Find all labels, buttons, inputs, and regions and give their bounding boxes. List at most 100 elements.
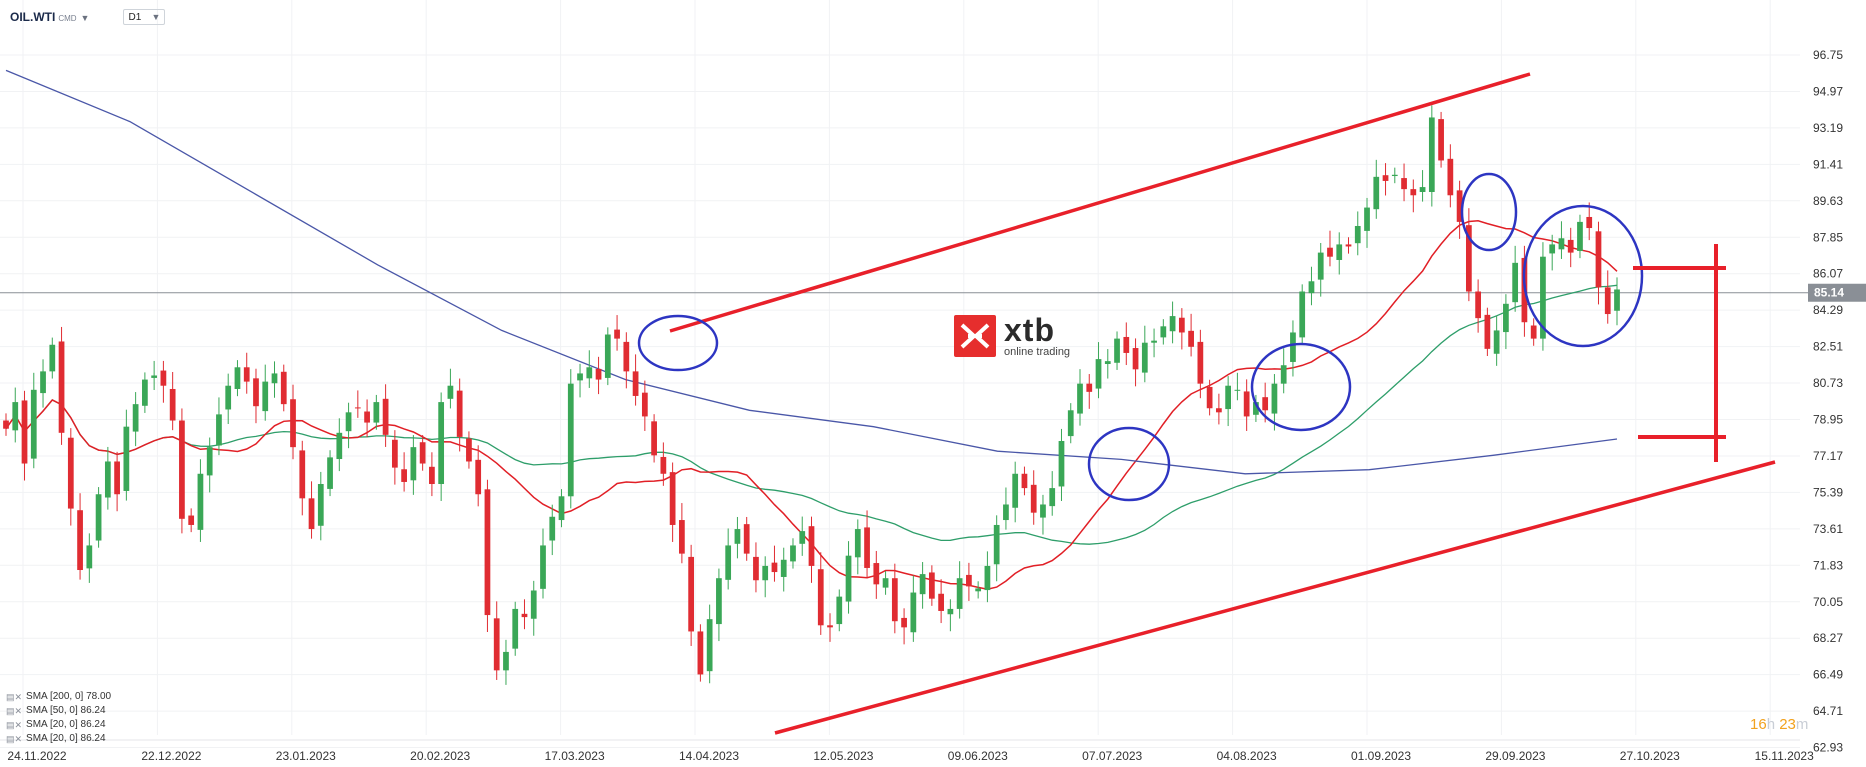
candle-body xyxy=(1493,330,1500,354)
y-tick-label: 96.75 xyxy=(1813,48,1843,62)
candle-body xyxy=(1327,247,1333,257)
candle-body xyxy=(530,590,537,619)
candle-body xyxy=(132,404,139,432)
candle-body xyxy=(1447,158,1454,196)
candle-body xyxy=(391,439,398,468)
candle-body xyxy=(1178,317,1185,333)
candle-body xyxy=(1308,281,1315,294)
candle-body xyxy=(975,588,982,592)
candle-body xyxy=(1280,365,1287,384)
symbol-type: CMD xyxy=(58,14,77,23)
candle-body xyxy=(1262,397,1269,411)
candle-body xyxy=(901,617,907,628)
candle-body xyxy=(234,367,241,389)
candle-body xyxy=(410,447,417,481)
candle-body xyxy=(373,402,380,423)
settings-icon[interactable]: ▤✕ xyxy=(6,734,23,744)
settings-icon[interactable]: ▤✕ xyxy=(6,720,23,730)
candle-body xyxy=(493,618,500,671)
logo-name: xtb xyxy=(1004,312,1055,348)
x-tick-label: 24.11.2022 xyxy=(7,749,66,763)
y-tick-label: 64.71 xyxy=(1813,704,1843,718)
candle-body xyxy=(280,371,287,405)
candle-body xyxy=(1160,326,1167,338)
candle-body xyxy=(438,402,445,485)
candle-body xyxy=(262,381,269,412)
candle-body xyxy=(308,498,315,530)
price-tag xyxy=(1808,283,1866,302)
candle-body xyxy=(317,484,324,526)
candle-body xyxy=(401,469,407,482)
candle-body xyxy=(1095,359,1102,389)
candle-body xyxy=(299,450,306,499)
candle-body xyxy=(614,329,620,339)
y-tick-label: 62.93 xyxy=(1813,741,1843,755)
x-tick-label: 01.09.2023 xyxy=(1351,749,1411,763)
annotations xyxy=(637,72,1776,735)
candle-body xyxy=(771,562,778,573)
candle-body xyxy=(706,619,713,672)
candle-body xyxy=(1141,342,1148,373)
y-tick-label: 91.41 xyxy=(1813,157,1843,171)
candle-body xyxy=(225,385,232,410)
candle-body xyxy=(577,373,583,381)
chevron-down-icon[interactable]: ▼ xyxy=(80,13,90,23)
instrument-header: OIL.WTI CMD ▼ D1 ▼ xyxy=(10,6,166,28)
settings-icon[interactable]: ▤✕ xyxy=(6,706,23,716)
candle-body xyxy=(382,398,389,435)
candle-body xyxy=(466,438,472,462)
settings-icon[interactable]: ▤✕ xyxy=(6,692,23,702)
candle-body xyxy=(1104,361,1111,365)
candle-body xyxy=(216,414,222,446)
y-tick-label: 66.49 xyxy=(1813,668,1843,682)
candle-body xyxy=(1549,244,1556,254)
candle-body xyxy=(632,371,639,396)
indicator-row[interactable]: ▤✕ SMA [20, 0] 86.24 xyxy=(6,718,111,732)
candle-body xyxy=(558,496,565,521)
candle-body xyxy=(1512,262,1519,303)
candle-body xyxy=(169,388,176,421)
candle-body xyxy=(1169,316,1176,332)
time-axis: 24.11.2022 22.12.2022 23.01.2023 20.02.2023… xyxy=(7,749,1814,763)
symbol-selector[interactable]: OIL.WTI CMD ▼ xyxy=(10,8,89,26)
candle-body xyxy=(669,472,676,525)
indicator-row[interactable]: ▤✕ SMA [20, 0] 86.24 xyxy=(6,732,111,746)
candle-body xyxy=(1336,244,1343,260)
candle-body xyxy=(1299,291,1306,338)
candle-body xyxy=(753,556,759,581)
interval-select[interactable]: D1 ▼ xyxy=(123,9,166,25)
x-tick-label: 14.04.2023 xyxy=(679,749,739,763)
candle-body xyxy=(364,411,370,423)
x-tick-label: 12.05.2023 xyxy=(813,749,873,763)
candle-body xyxy=(243,367,250,382)
indicator-label: SMA [20, 0] 86.24 xyxy=(26,733,106,744)
y-tick-label: 82.51 xyxy=(1813,340,1843,354)
candle-body xyxy=(873,563,880,585)
y-tick-label: 70.05 xyxy=(1813,595,1843,609)
candle-body xyxy=(827,625,833,628)
candle-body xyxy=(679,520,685,554)
candle-body xyxy=(271,373,278,384)
candle-body xyxy=(503,651,509,671)
candle-body xyxy=(1438,119,1444,161)
timer-hours: 16 xyxy=(1750,716,1767,733)
symbol-name: OIL.WTI xyxy=(10,10,56,24)
candle-body xyxy=(910,592,917,633)
candle-body xyxy=(641,392,648,417)
candle-body xyxy=(725,545,732,580)
candle-body xyxy=(660,456,667,474)
indicator-row[interactable]: ▤✕ SMA [200, 0] 78.00 xyxy=(6,690,111,704)
price-tag-text: 85.14 xyxy=(1814,286,1844,300)
candle-body xyxy=(1058,441,1065,487)
x-tick-label: 07.07.2023 xyxy=(1082,749,1142,763)
candle-body xyxy=(123,426,130,491)
candle-body xyxy=(817,569,824,626)
candle-body xyxy=(1558,238,1565,250)
candle-body xyxy=(1030,484,1037,513)
logo-tagline: online trading xyxy=(1004,346,1071,358)
candle-body xyxy=(354,407,361,409)
indicator-row[interactable]: ▤✕ SMA [50, 0] 86.24 xyxy=(6,704,111,718)
candle-body xyxy=(1391,174,1398,177)
candle-body xyxy=(1234,389,1241,391)
